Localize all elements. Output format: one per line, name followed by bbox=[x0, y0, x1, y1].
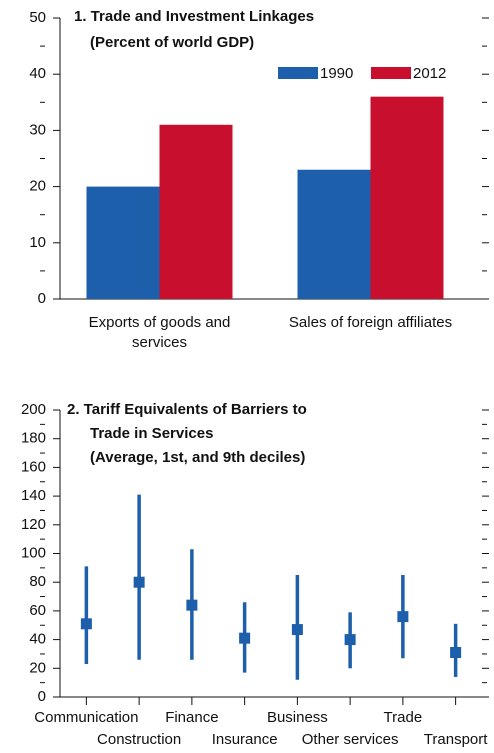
average-marker bbox=[450, 647, 462, 659]
y-tick-label: 0 bbox=[38, 290, 46, 307]
legend-swatch bbox=[278, 67, 318, 79]
y-tick-label: 160 bbox=[21, 458, 46, 475]
x-tick-label: Communication bbox=[34, 709, 138, 726]
legend-label: 2012 bbox=[413, 65, 446, 82]
average-marker bbox=[397, 611, 409, 623]
x-tick-label: Sales of foreign affiliates bbox=[288, 314, 453, 331]
x-tick-label: Finance bbox=[165, 709, 218, 726]
average-marker bbox=[133, 576, 145, 588]
x-tick-label: Business bbox=[267, 709, 328, 726]
chart-subtitle: (Percent of world GDP) bbox=[90, 34, 254, 51]
bar bbox=[370, 96, 444, 300]
bar bbox=[86, 186, 160, 299]
y-tick-label: 120 bbox=[21, 516, 46, 533]
legend-label: 1990 bbox=[320, 65, 353, 82]
chart-title: 2. Tariff Equivalents of Barriers to bbox=[67, 401, 307, 418]
y-tick-label: 100 bbox=[21, 544, 46, 561]
bar bbox=[297, 169, 371, 299]
average-marker bbox=[291, 624, 303, 636]
x-tick-label: Other services bbox=[302, 731, 399, 748]
y-tick-label: 40 bbox=[29, 65, 46, 82]
average-marker bbox=[344, 634, 356, 646]
x-tick-label: Trade bbox=[384, 709, 423, 726]
y-tick-label: 200 bbox=[21, 401, 46, 418]
chart-title: 1. Trade and Investment Linkages bbox=[74, 8, 314, 25]
y-tick-label: 0 bbox=[38, 688, 46, 705]
x-tick-label: Insurance bbox=[212, 731, 278, 748]
x-tick-label: Transport bbox=[424, 731, 488, 748]
bar bbox=[159, 124, 233, 299]
y-tick-label: 30 bbox=[29, 121, 46, 138]
y-tick-label: 50 bbox=[29, 9, 46, 26]
x-tick-label: Construction bbox=[97, 731, 181, 748]
y-tick-label: 20 bbox=[29, 178, 46, 195]
legend-swatch bbox=[371, 67, 411, 79]
average-marker bbox=[239, 632, 251, 644]
average-marker bbox=[80, 618, 92, 630]
y-tick-label: 40 bbox=[29, 631, 46, 648]
chart-title: Trade in Services bbox=[90, 425, 213, 442]
y-tick-label: 20 bbox=[29, 659, 46, 676]
y-tick-label: 60 bbox=[29, 602, 46, 619]
y-tick-label: 80 bbox=[29, 573, 46, 590]
x-tick-label: Exports of goods and services bbox=[88, 314, 231, 351]
y-tick-label: 180 bbox=[21, 430, 46, 447]
y-tick-label: 140 bbox=[21, 487, 46, 504]
chart-subtitle: (Average, 1st, and 9th deciles) bbox=[90, 449, 305, 466]
average-marker bbox=[186, 599, 198, 611]
y-tick-label: 10 bbox=[29, 234, 46, 251]
